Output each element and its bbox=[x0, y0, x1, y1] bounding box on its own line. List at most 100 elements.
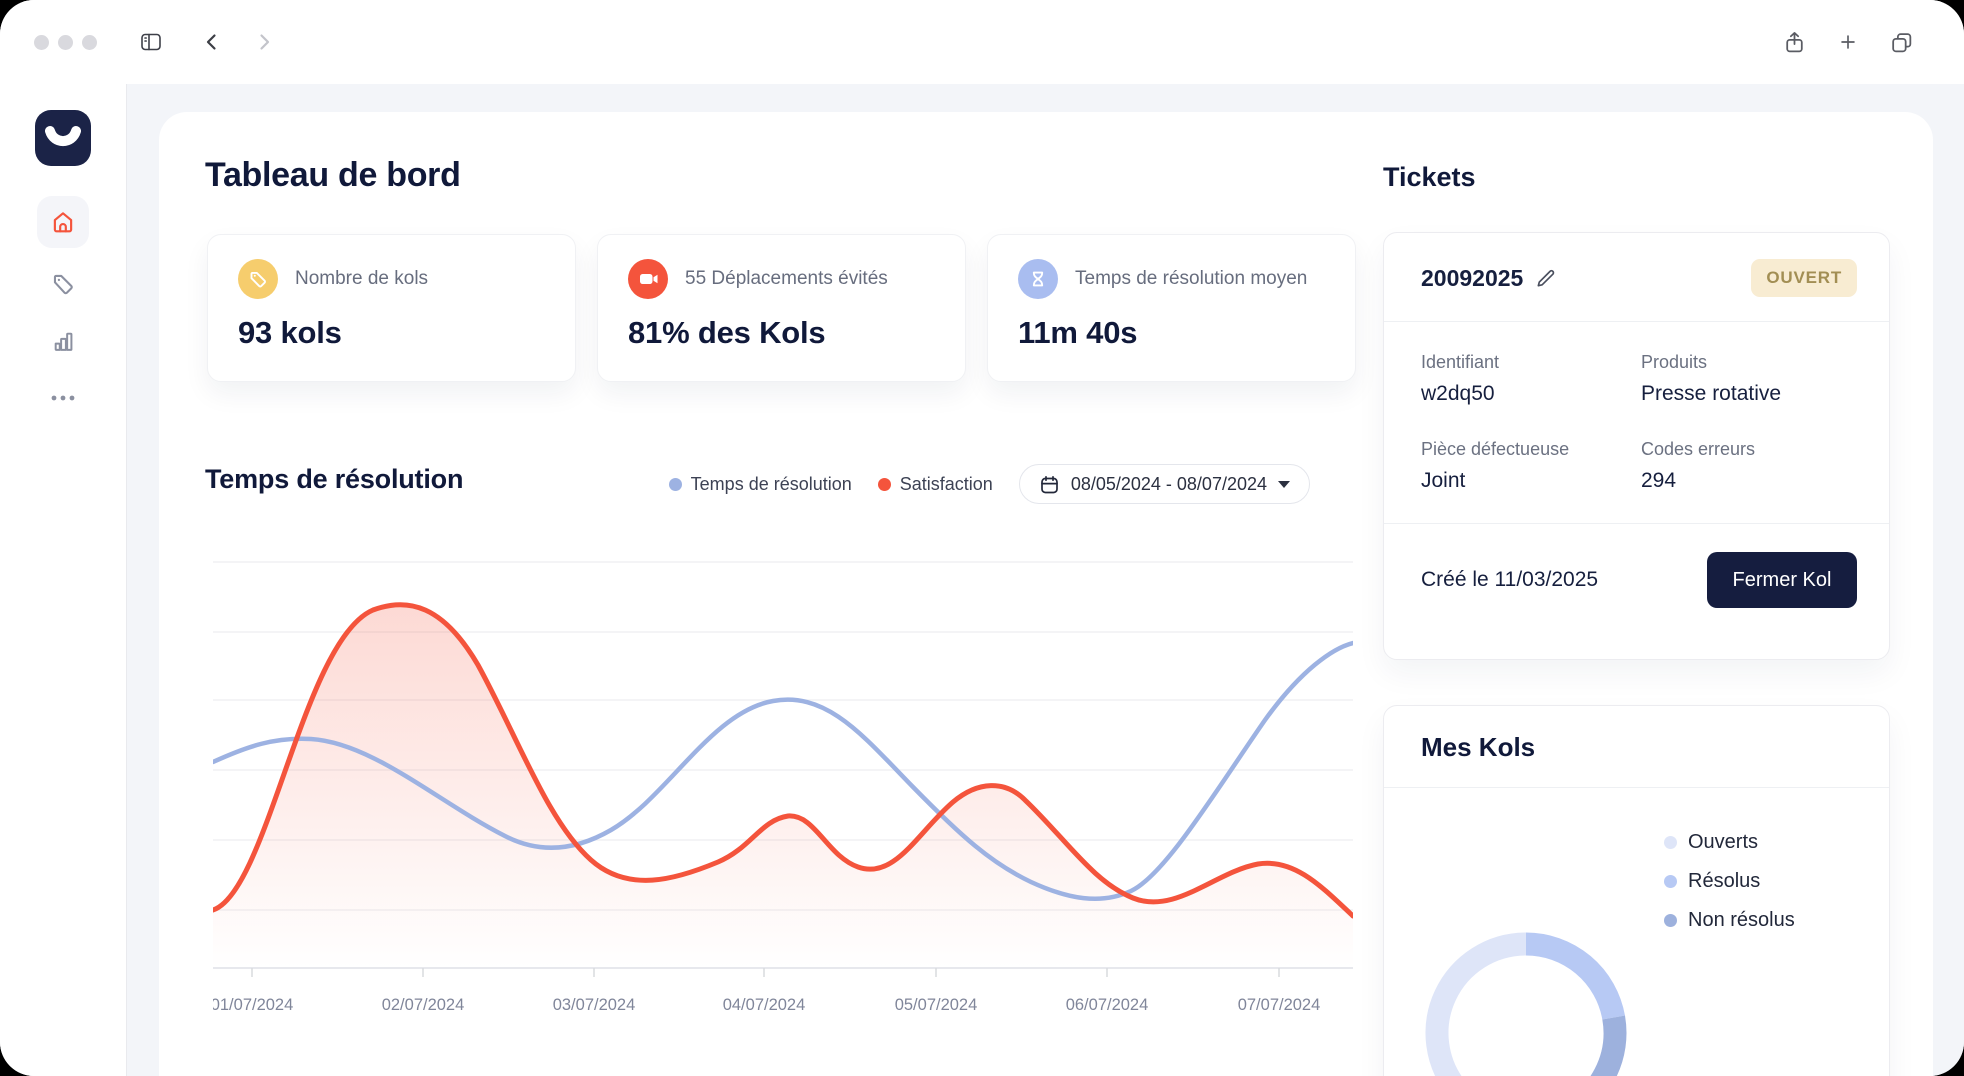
stat-label: Nombre de kols bbox=[295, 268, 429, 289]
bar-chart-icon bbox=[54, 332, 72, 351]
field-value: 294 bbox=[1641, 469, 1677, 492]
sidebar-item-tags[interactable] bbox=[37, 258, 89, 310]
sidebar-item-home[interactable] bbox=[37, 196, 89, 248]
close-window-button[interactable] bbox=[34, 34, 49, 50]
mes-kols-title: Mes Kols bbox=[1421, 732, 1536, 762]
divider bbox=[1384, 787, 1889, 788]
field-piece-defectueuse: Pièce défectueuse Joint bbox=[1421, 439, 1641, 493]
chart-section-title: Temps de résolution bbox=[205, 464, 464, 494]
svg-text:03/07/2024: 03/07/2024 bbox=[553, 996, 636, 1014]
svg-text:07/07/2024: 07/07/2024 bbox=[1238, 996, 1321, 1014]
legend-dot-icon bbox=[1664, 914, 1677, 927]
stat-cards-row: Nombre de kols 93 kols 55 Déplacements é… bbox=[207, 234, 1356, 382]
field-value: w2dq50 bbox=[1421, 382, 1495, 405]
svg-text:06/07/2024: 06/07/2024 bbox=[1066, 996, 1149, 1014]
main-area: Tableau de bord Nombre de kols 93 kols bbox=[127, 84, 1964, 1076]
divider bbox=[1384, 523, 1889, 524]
stat-label: 55 Déplacements évités bbox=[685, 268, 888, 289]
legend-label: Non résolus bbox=[1688, 909, 1795, 931]
legend-dot-icon bbox=[877, 477, 891, 491]
browser-toolbar bbox=[0, 0, 1964, 85]
field-codes-erreurs: Codes erreurs 294 bbox=[1641, 439, 1857, 493]
x-axis-ticks bbox=[251, 968, 1280, 977]
fermer-kol-button[interactable]: Fermer Kol bbox=[1707, 552, 1857, 608]
share-icon[interactable] bbox=[1778, 26, 1811, 59]
tickets-section-title: Tickets bbox=[1383, 162, 1476, 192]
calendar-icon bbox=[1040, 475, 1058, 493]
chart-controls: Temps de résolution Satisfaction 08/05/2… bbox=[205, 464, 1310, 504]
status-badge: OUVERT bbox=[1751, 259, 1857, 297]
tabs-overview-icon[interactable] bbox=[1885, 26, 1918, 59]
field-label: Codes erreurs bbox=[1641, 439, 1756, 459]
ticket-card: 20092025 OUVERT Identifiant w2dq50 Produ… bbox=[1383, 232, 1890, 660]
edit-pencil-icon[interactable] bbox=[1535, 268, 1556, 289]
svg-text:05/07/2024: 05/07/2024 bbox=[895, 996, 978, 1014]
sidebar-item-more[interactable] bbox=[37, 372, 89, 424]
tag-icon bbox=[238, 259, 278, 299]
legend-label: Satisfaction bbox=[899, 473, 993, 494]
app-sidebar bbox=[0, 84, 127, 1076]
satisfaction-line bbox=[213, 602, 1353, 919]
field-value: Joint bbox=[1421, 469, 1466, 492]
tag-icon bbox=[53, 274, 73, 294]
window-controls[interactable] bbox=[34, 34, 97, 50]
minimize-window-button[interactable] bbox=[58, 34, 73, 50]
legend-ouverts: Ouverts bbox=[1664, 831, 1795, 854]
svg-text:02/07/2024: 02/07/2024 bbox=[382, 996, 465, 1014]
field-value: Presse rotative bbox=[1641, 382, 1782, 405]
hourglass-icon bbox=[1018, 259, 1058, 299]
legend-dot-icon bbox=[1664, 875, 1677, 888]
legend-dot-icon bbox=[668, 477, 682, 491]
legend-non-resolus: Non résolus bbox=[1664, 909, 1795, 932]
stat-card-temps-moyen: Temps de résolution moyen 11m 40s bbox=[987, 234, 1356, 382]
field-produits: Produits Presse rotative bbox=[1641, 352, 1857, 406]
field-identifiant: Identifiant w2dq50 bbox=[1421, 352, 1641, 406]
field-label: Produits bbox=[1641, 352, 1708, 372]
smile-logo-icon bbox=[45, 126, 81, 147]
donut-segment-resolus bbox=[1525, 932, 1625, 1020]
divider bbox=[1384, 321, 1889, 322]
donut-segment-ouverts bbox=[1425, 932, 1527, 1076]
kols-legend: Ouverts Résolus Non résolus bbox=[1664, 831, 1795, 932]
satisfaction-area bbox=[213, 604, 1353, 968]
ticket-number: 20092025 bbox=[1421, 264, 1524, 291]
legend-label: Résolus bbox=[1688, 870, 1761, 892]
stat-card-kols: Nombre de kols 93 kols bbox=[207, 234, 576, 382]
ticket-created-date: Créé le 11/03/2025 bbox=[1421, 568, 1599, 591]
legend-label: Temps de résolution bbox=[690, 473, 852, 494]
date-range-value: 08/05/2024 - 08/07/2024 bbox=[1070, 473, 1267, 494]
stat-value: 93 kols bbox=[238, 315, 342, 350]
stat-label: Temps de résolution moyen bbox=[1075, 268, 1308, 289]
date-range-picker[interactable]: 08/05/2024 - 08/07/2024 bbox=[1018, 464, 1310, 504]
field-label: Identifiant bbox=[1421, 352, 1500, 372]
forward-button[interactable] bbox=[249, 27, 279, 57]
sidebar-item-stats[interactable] bbox=[37, 315, 89, 367]
mes-kols-card: Mes Kols Ouverts Rés bbox=[1383, 705, 1890, 1076]
legend-temps-de-resolution: Temps de résolution bbox=[668, 473, 852, 495]
ellipsis-icon bbox=[51, 395, 75, 401]
temps-resolution-line bbox=[213, 640, 1353, 902]
kols-donut-chart bbox=[1411, 918, 1641, 1076]
back-button[interactable] bbox=[197, 27, 227, 57]
video-icon bbox=[628, 259, 668, 299]
stat-value: 11m 40s bbox=[1018, 315, 1138, 350]
resolution-chart: 01/07/2024 02/07/2024 03/07/2024 04/07/2… bbox=[213, 560, 1353, 1020]
page-title: Tableau de bord bbox=[205, 156, 461, 194]
chevron-down-icon bbox=[1278, 480, 1290, 488]
legend-label: Ouverts bbox=[1688, 831, 1759, 853]
zoom-window-button[interactable] bbox=[82, 34, 97, 50]
field-label: Pièce défectueuse bbox=[1421, 439, 1570, 459]
content-card: Tableau de bord Nombre de kols 93 kols bbox=[159, 112, 1933, 1076]
stat-card-deplacements: 55 Déplacements évités 81% des Kols bbox=[597, 234, 966, 382]
app-logo[interactable] bbox=[35, 110, 91, 166]
legend-dot-icon bbox=[1664, 836, 1677, 849]
stat-value: 81% des Kols bbox=[628, 315, 826, 350]
svg-text:01/07/2024: 01/07/2024 bbox=[213, 996, 293, 1014]
new-tab-icon[interactable] bbox=[1833, 27, 1863, 57]
home-icon bbox=[53, 212, 73, 233]
legend-resolus: Résolus bbox=[1664, 870, 1795, 893]
svg-text:04/07/2024: 04/07/2024 bbox=[723, 996, 806, 1014]
sidebar-toggle-icon[interactable] bbox=[135, 26, 167, 58]
donut-segment-non-resolus bbox=[1590, 1015, 1627, 1076]
